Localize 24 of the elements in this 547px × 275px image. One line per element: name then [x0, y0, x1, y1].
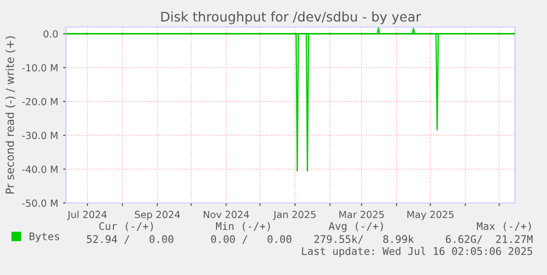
y-tick-label: -40.0 M — [22, 166, 58, 173]
x-tick-label: Jul 2024 — [67, 210, 107, 220]
y-tick-label: -30.0 M — [22, 132, 58, 140]
text: 6.62G/ 21.27M — [446, 235, 533, 244]
text: Min (-/+) — [216, 222, 270, 232]
y-tick-label: 0.0 — [44, 30, 58, 38]
text: 52.94 / 0.00 — [86, 235, 174, 244]
x-tick-label: May 2025 — [407, 210, 454, 220]
chart-title: Disk throughput for /dev/sdbu - by year — [161, 11, 421, 24]
x-tick-label: Sep 2024 — [134, 210, 180, 220]
text: Max (-/+) — [476, 222, 531, 232]
x-tick-label: Mar 2025 — [339, 210, 384, 218]
text: 279.55k/ 8.99k — [314, 234, 414, 244]
y-tick-label: -20.0 M — [22, 98, 58, 106]
x-tick-label: Jan 2025 — [273, 210, 316, 220]
text: Last update: Wed Jul 16 02:05:06 2025 — [302, 246, 532, 258]
text: Cur (-/+) — [99, 222, 153, 232]
y-tick-label: -50.0 M — [22, 199, 58, 207]
legend-label: Bytes — [30, 232, 60, 242]
text: Avg (-/+) — [328, 222, 383, 232]
text: 0.00 / 0.00 — [211, 235, 292, 244]
y-tick-label: -10.0 M — [22, 64, 58, 72]
x-tick-label: Nov 2024 — [204, 210, 250, 218]
y-axis-title: Pr second read (-) / write (+) — [5, 36, 16, 194]
